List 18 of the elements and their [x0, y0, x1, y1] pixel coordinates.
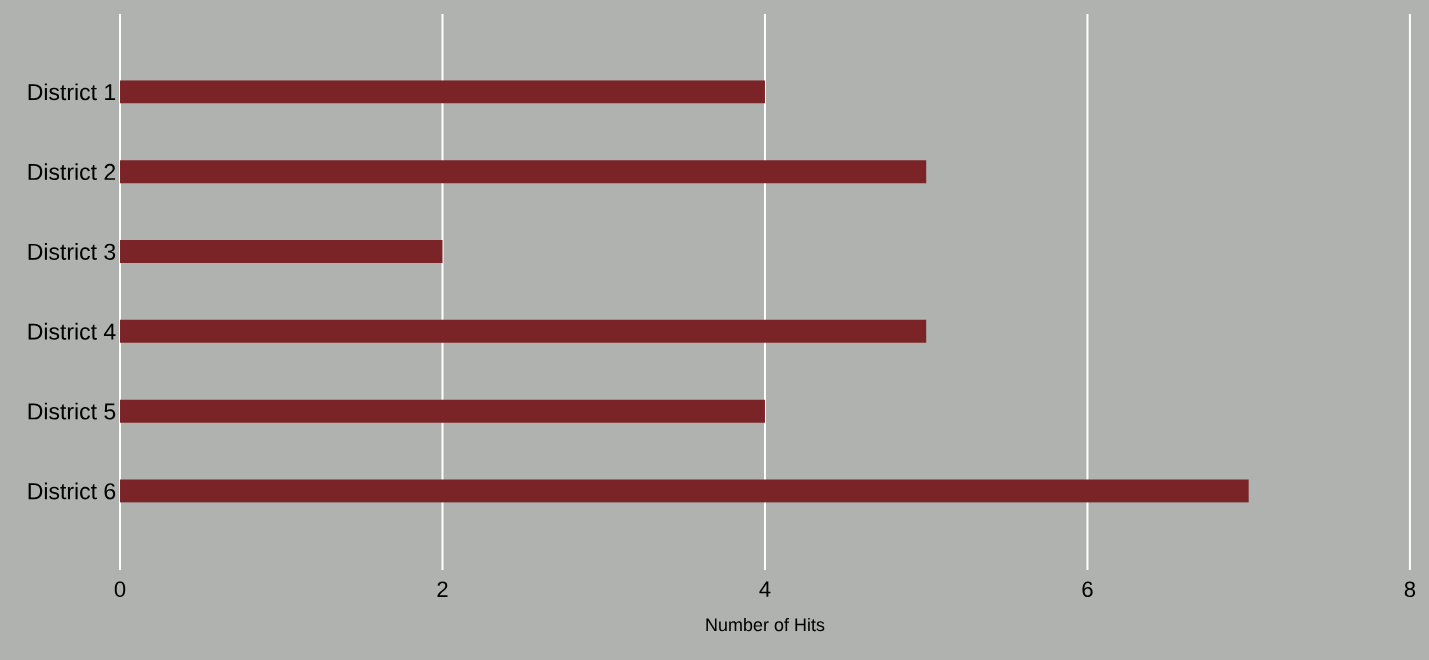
- y-tick-label: District 3: [28, 243, 116, 260]
- x-tick-label: 8: [1404, 581, 1416, 598]
- y-tick-label: District 5: [28, 402, 116, 420]
- y-tick-label: District 4: [28, 322, 116, 340]
- x-tick-label: 0: [114, 581, 126, 598]
- bar: [120, 80, 765, 104]
- x-axis-title: Number of Hits: [706, 617, 825, 632]
- y-tick-label: District 2: [28, 163, 116, 181]
- bar: [120, 479, 1249, 503]
- y-tick-label: District 1: [28, 83, 116, 101]
- y-tick-label: District 6: [28, 482, 116, 500]
- x-tick-label: 6: [1082, 581, 1093, 598]
- bar: [120, 399, 765, 423]
- bar: [120, 319, 927, 343]
- bar: [120, 239, 443, 263]
- bar: [120, 160, 927, 184]
- x-tick-label: 2: [437, 581, 448, 597]
- x-tick-label: 4: [759, 581, 771, 597]
